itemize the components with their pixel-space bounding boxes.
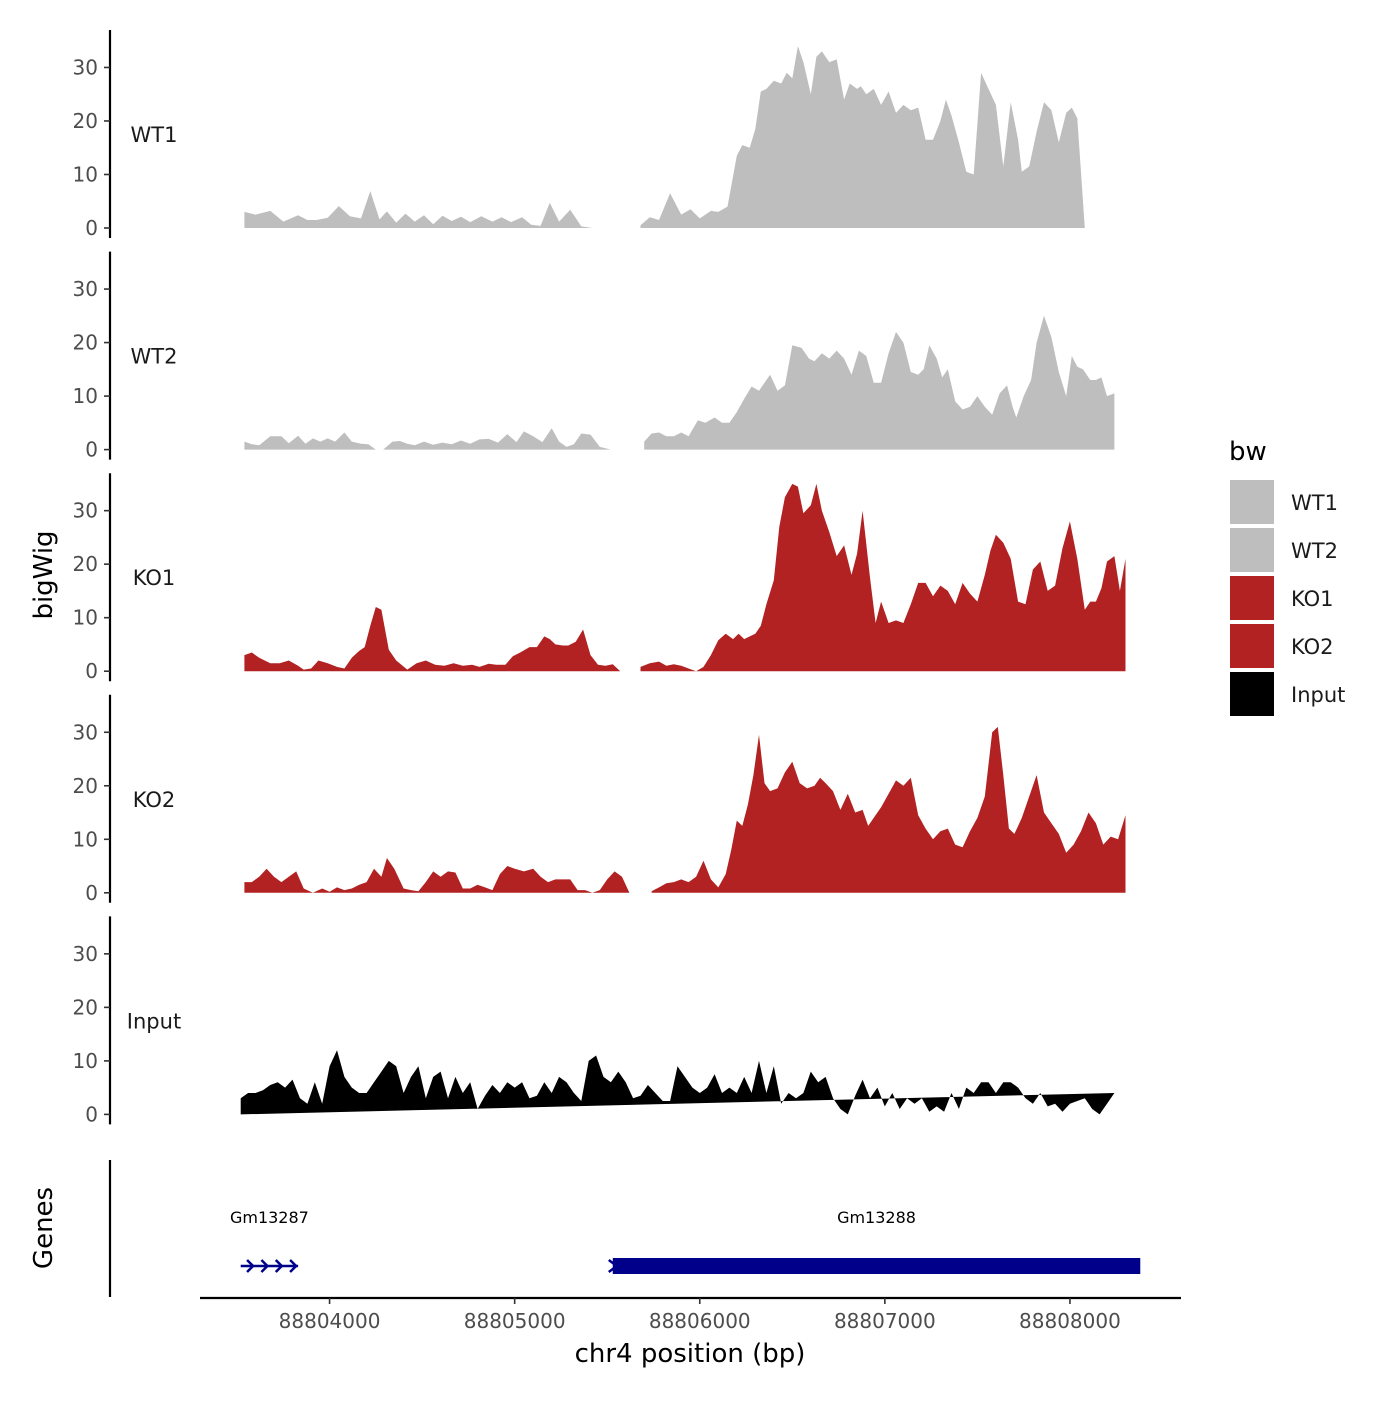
legend-item-input: Input [1230, 672, 1345, 716]
area-ko1 [640, 483, 1126, 672]
x-tick-label: 88804000 [279, 1309, 381, 1333]
y-tick-label: 20 [73, 995, 98, 1019]
track-label: WT2 [131, 345, 178, 369]
legend-swatch [1230, 624, 1274, 668]
y-tick-label: 0 [85, 881, 98, 905]
area-wt2 [644, 315, 1115, 450]
area-wt1 [244, 191, 611, 228]
legend-swatch [1230, 480, 1274, 524]
legend-label: Input [1291, 683, 1345, 707]
y-tick-label: 30 [73, 277, 98, 301]
track-label: KO2 [133, 788, 176, 812]
y-tick-label: 20 [73, 109, 98, 133]
gene-gm13287: Gm13287 [230, 1208, 309, 1273]
y-tick-label: 0 [85, 1102, 98, 1126]
area-wt1 [640, 46, 1128, 228]
gene-gm13288: Gm13288 [608, 1208, 1141, 1274]
tracks-layer: 0 10 20 30 WT1 0 10 20 30 WT2 0 10 20 30 KO1 0 10 20 30 KO2… [73, 30, 1128, 1126]
area-input [240, 1050, 1115, 1115]
legend-swatch [1230, 576, 1274, 620]
x-tick-label: 88806000 [649, 1309, 751, 1333]
gene-strand-arrow [274, 1259, 284, 1273]
legend-item-ko2: KO2 [1230, 624, 1334, 668]
area-ko2 [651, 726, 1126, 893]
area-ko1 [244, 607, 628, 672]
y-tick-label: 30 [73, 55, 98, 79]
legend-title: bw [1229, 437, 1267, 467]
legend-label: WT1 [1291, 491, 1338, 515]
track-ko2: 0 10 20 30 KO2 [73, 694, 1126, 905]
legend-label: KO2 [1291, 635, 1334, 659]
legend-item-wt1: WT1 [1230, 480, 1338, 524]
x-tick-label: 88807000 [834, 1309, 936, 1333]
x-axis-title: chr4 position (bp) [575, 1339, 806, 1369]
legend-item-wt2: WT2 [1230, 528, 1338, 572]
y-tick-label: 30 [73, 720, 98, 744]
y-tick-label: 0 [85, 438, 98, 462]
legend: bw WT1 WT2 KO1 KO2 Input [1229, 437, 1345, 716]
track-input: 0 10 20 30 Input [73, 916, 1115, 1126]
y-tick-label: 10 [73, 606, 98, 630]
legend-swatch [1230, 672, 1274, 716]
area-wt2 [244, 428, 622, 450]
track-wt2: 0 10 20 30 WT2 [73, 251, 1115, 462]
x-axis: 88804000 88805000 88806000 88807000 88808000 [200, 1296, 1181, 1333]
legend-swatch [1230, 528, 1274, 572]
gene-strand-arrow [260, 1259, 270, 1273]
gene-label: Gm13288 [837, 1208, 916, 1227]
y-tick-label: 30 [73, 942, 98, 966]
genes-layer: Gm13287 Gm13288 [108, 1160, 1141, 1297]
track-wt1: 0 10 20 30 WT1 [73, 30, 1128, 240]
genes-axis-title: Genes [29, 1187, 59, 1269]
y-tick-label: 10 [73, 162, 98, 186]
y-tick-label: 10 [73, 1049, 98, 1073]
legend-item-ko1: KO1 [1230, 576, 1334, 620]
y-tick-label: 20 [73, 774, 98, 798]
legend-label: WT2 [1291, 539, 1338, 563]
track-ko1: 0 10 20 30 KO1 [73, 473, 1126, 683]
y-tick-label: 10 [73, 827, 98, 851]
legend-label: KO1 [1291, 587, 1334, 611]
y-tick-label: 30 [73, 499, 98, 523]
gene-strand-arrow [289, 1259, 298, 1273]
gene-strand-arrow [246, 1259, 255, 1273]
track-label: WT1 [131, 123, 178, 147]
gene-body [612, 1258, 1141, 1274]
track-label: KO1 [133, 566, 176, 590]
gene-strand-arrow [608, 1259, 619, 1273]
y-tick-label: 20 [73, 552, 98, 576]
gene-label: Gm13287 [230, 1208, 309, 1227]
y-axis-title: bigWig [29, 530, 59, 619]
x-tick-label: 88808000 [1019, 1309, 1121, 1333]
y-tick-label: 20 [73, 331, 98, 355]
y-tick-label: 0 [85, 659, 98, 683]
y-tick-label: 0 [85, 216, 98, 240]
track-label: Input [127, 1009, 181, 1033]
y-tick-label: 10 [73, 384, 98, 408]
area-ko2 [244, 858, 637, 893]
x-tick-label: 88805000 [464, 1309, 566, 1333]
